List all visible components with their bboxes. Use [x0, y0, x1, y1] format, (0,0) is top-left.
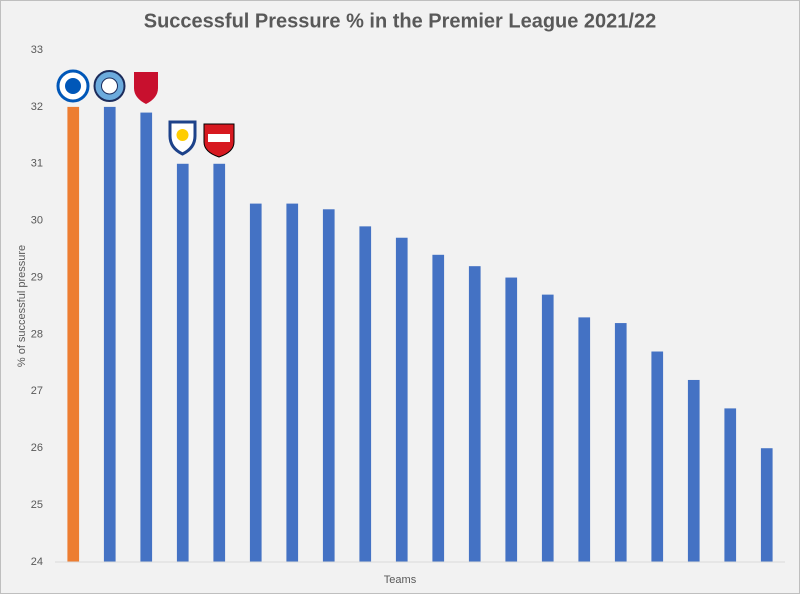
y-axis-title: % of successful pressure	[16, 245, 28, 367]
bar	[176, 163, 189, 562]
bar	[724, 408, 737, 562]
y-tick-label: 33	[31, 44, 43, 56]
bar	[468, 266, 481, 562]
y-tick-label: 32	[31, 101, 43, 113]
logo	[134, 72, 158, 104]
chart-title: Successful Pressure % in the Premier Lea…	[144, 10, 656, 32]
bar	[395, 237, 408, 562]
bar	[213, 163, 226, 562]
y-tick-label: 24	[31, 556, 43, 568]
bar	[687, 379, 700, 562]
logo	[208, 134, 230, 142]
logo	[176, 129, 189, 141]
bar	[505, 277, 518, 562]
bar	[103, 106, 116, 562]
bar	[359, 226, 372, 562]
y-tick-label: 29	[31, 271, 43, 283]
bar	[322, 209, 335, 563]
y-tick-label: 25	[31, 499, 43, 511]
bar	[67, 106, 80, 562]
bar	[541, 294, 554, 562]
bar	[760, 448, 773, 562]
bar	[578, 317, 591, 562]
logo	[65, 78, 81, 94]
x-axis-title: Teams	[384, 574, 417, 586]
y-tick-label: 30	[31, 215, 43, 227]
logo	[101, 77, 118, 95]
bar	[140, 112, 153, 563]
bar	[249, 203, 262, 562]
y-tick-label: 28	[31, 328, 43, 340]
bar	[614, 323, 627, 562]
bar	[286, 203, 299, 562]
bar	[651, 351, 664, 562]
y-tick-label: 31	[31, 158, 43, 170]
club-logos	[56, 69, 235, 158]
bar	[432, 254, 445, 563]
y-tick-label: 26	[31, 442, 43, 454]
y-tick-label: 27	[31, 385, 43, 397]
